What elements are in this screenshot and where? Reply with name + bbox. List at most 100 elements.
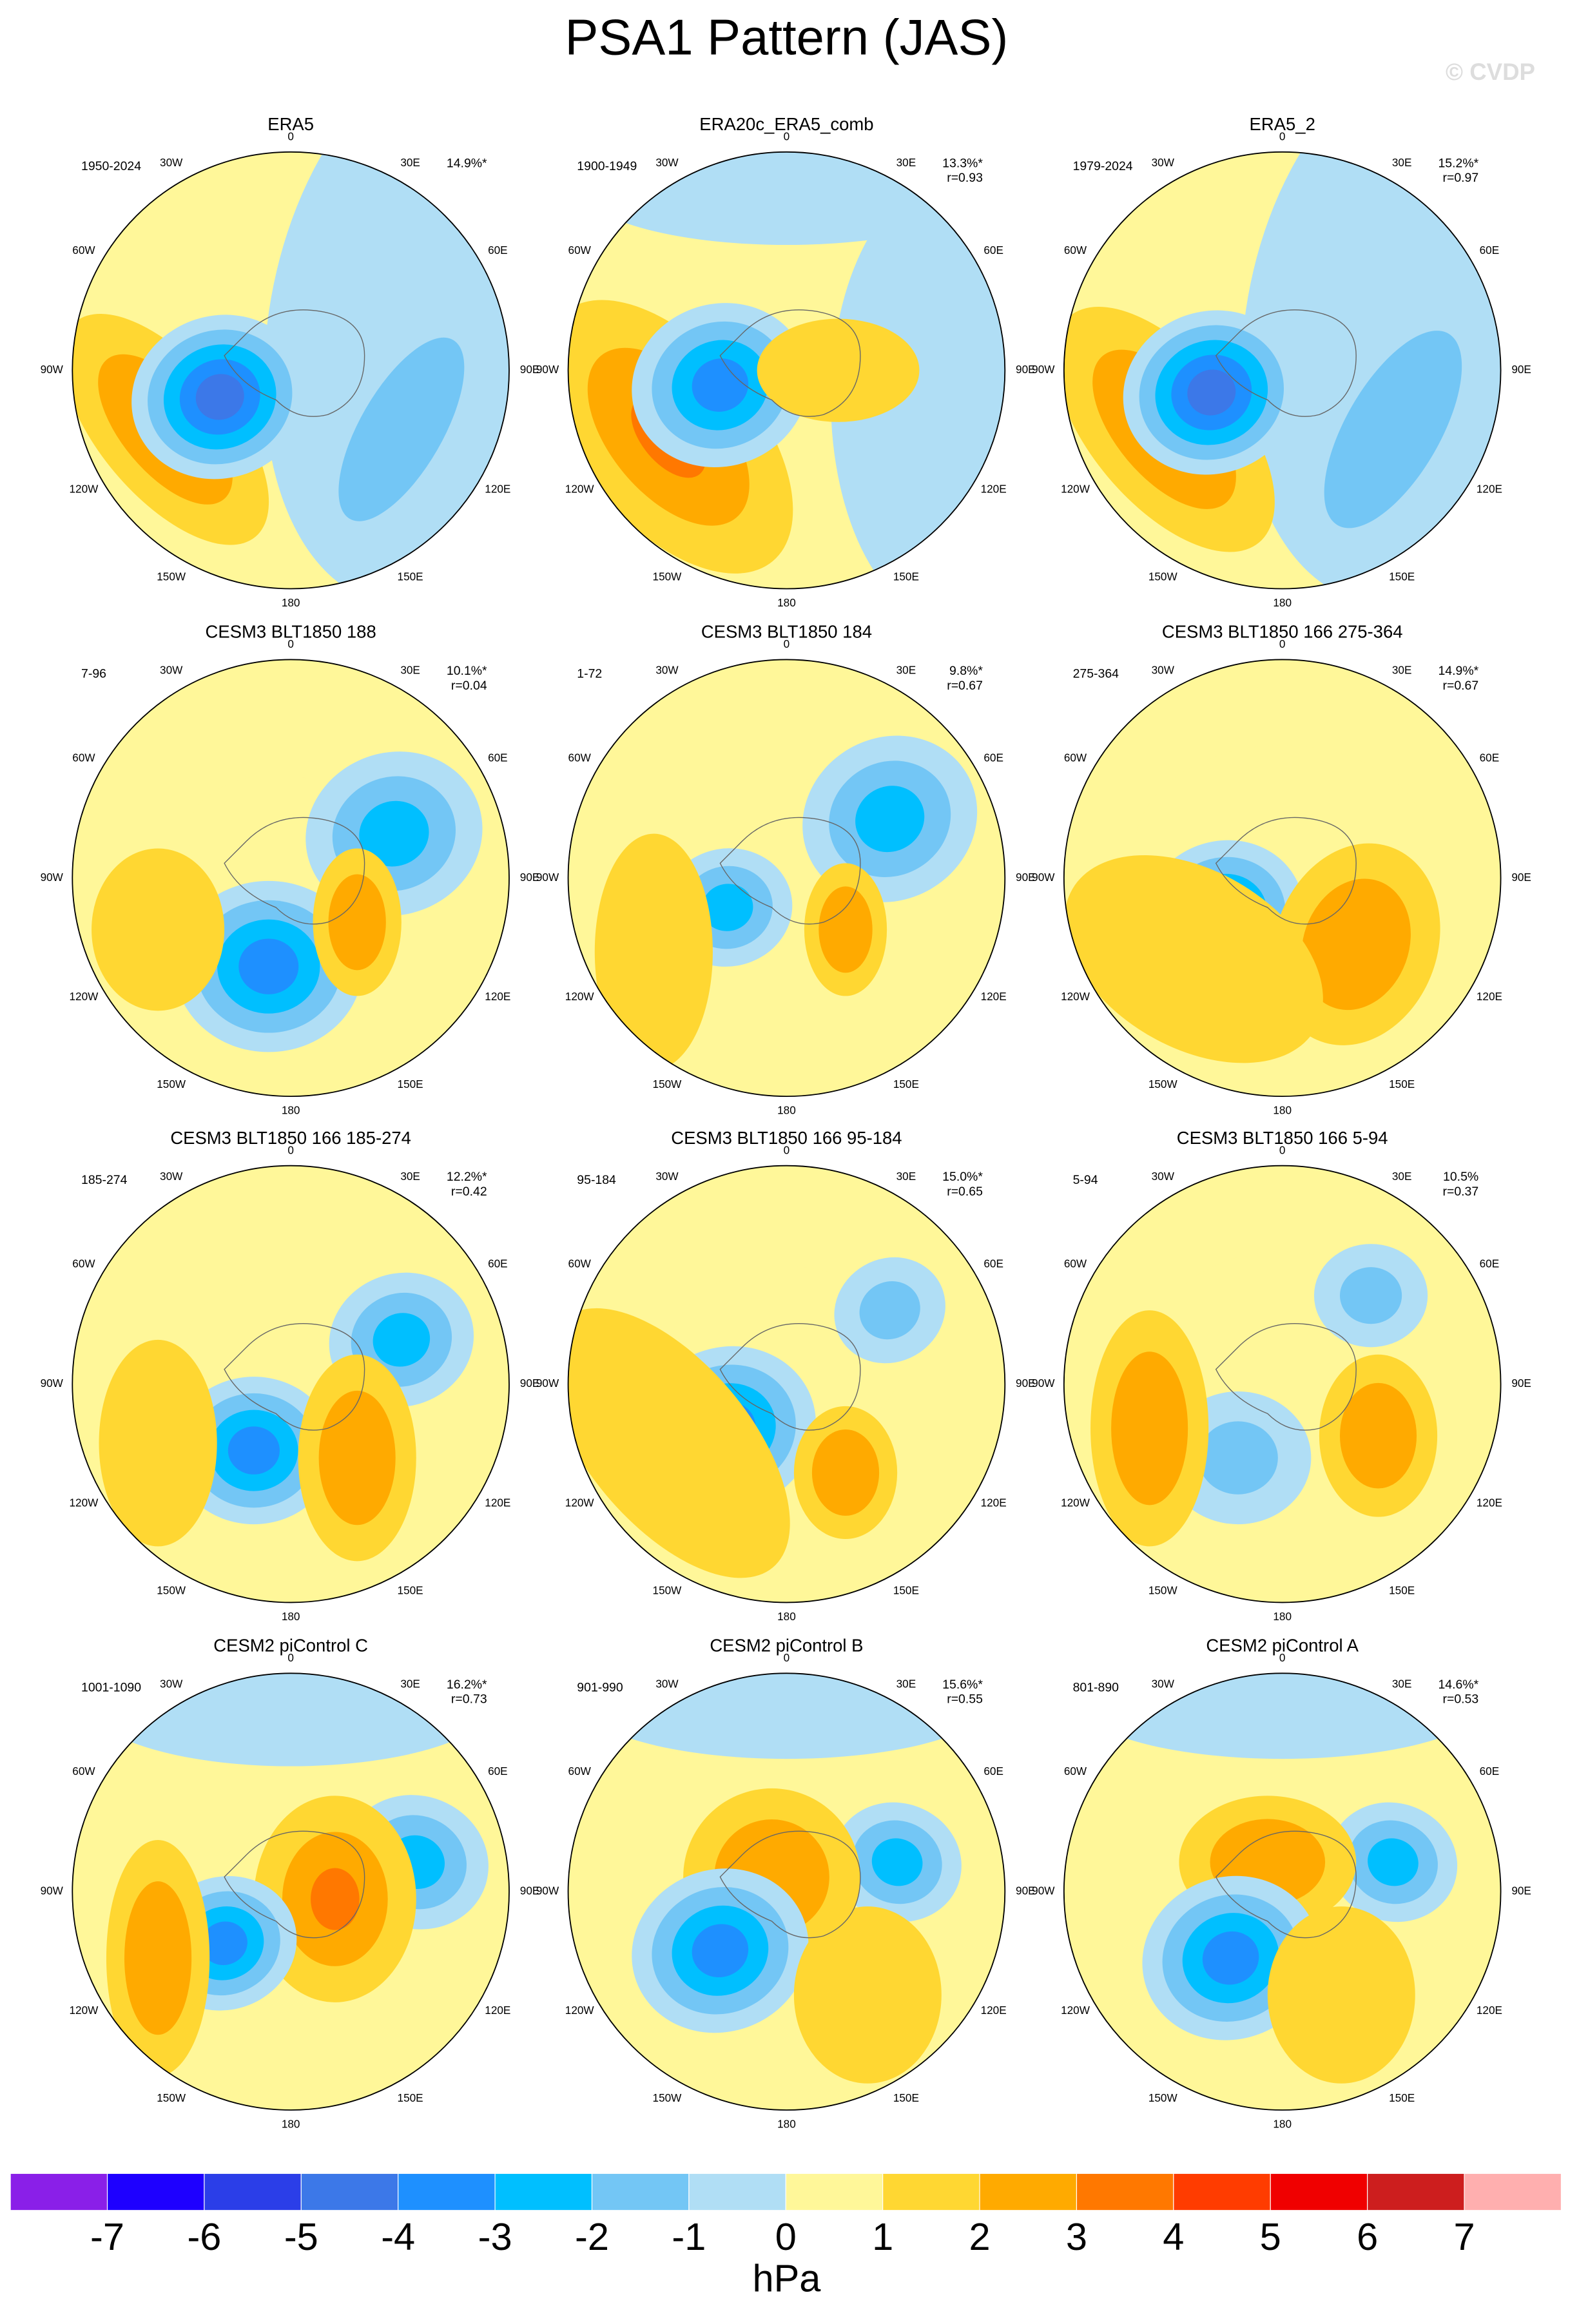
map-panel: CESM3 BLT1850 166 5-94 5-94 10.5%r=0.37 0 30…: [1032, 1128, 1531, 1623]
longitude-label: 30E: [400, 664, 420, 677]
map-field: [568, 1673, 1005, 2111]
contour-fill: [859, 1281, 920, 1340]
longitude-label: 120W: [1061, 2004, 1090, 2017]
period-label: 801-890: [1073, 1680, 1119, 1694]
longitude-label: 120E: [485, 1496, 510, 1509]
variance-label: 16.2%*: [447, 1678, 487, 1692]
longitude-label: 90E: [1016, 363, 1036, 376]
longitude-label: 150E: [398, 2091, 423, 2104]
panel-title: CESM2 piControl A: [1206, 1635, 1359, 1655]
colorbar-tick-label: 3: [1066, 2215, 1087, 2258]
longitude-label: 120W: [70, 483, 99, 496]
contour-fill: [1202, 1931, 1259, 1985]
contour-fill: [228, 1426, 280, 1475]
colorbar-box: [10, 2173, 108, 2211]
variance-label: 14.6%*: [1438, 1678, 1478, 1692]
longitude-label: 150W: [157, 1583, 186, 1596]
longitude-label: 150W: [1148, 1078, 1178, 1090]
contour-fill: [1198, 1421, 1278, 1495]
longitude-label: 30E: [400, 1170, 420, 1183]
panel-title: CESM3 BLT1850 166 185-274: [170, 1128, 411, 1148]
colorbar-tick-label: -7: [90, 2215, 124, 2258]
longitude-label: 60E: [488, 1765, 508, 1777]
longitude-label: 30W: [160, 664, 183, 677]
colorbar-box: [398, 2173, 496, 2211]
contour-fill: [692, 358, 749, 412]
longitude-label: 30E: [896, 156, 916, 169]
longitude-label: 90E: [1016, 1377, 1036, 1390]
contour-fill: [757, 318, 920, 422]
longitude-label: 60E: [1480, 1257, 1500, 1270]
longitude-label: 120W: [70, 1496, 99, 1509]
longitude-label: 150W: [1148, 570, 1178, 583]
longitude-label: 60E: [488, 1257, 508, 1270]
colorbar-box: [979, 2173, 1078, 2211]
longitude-label: 150E: [398, 1583, 423, 1596]
map-panel: ERA5_2 1979-2024 15.2%*r=0.97 0 30E 60E 90E 120…: [1032, 114, 1531, 609]
contour-fill: [579, 151, 993, 246]
longitude-label: 60E: [983, 1257, 1003, 1270]
colorbar-tick-label: -6: [187, 2215, 221, 2258]
antarctica-coast: [224, 1323, 365, 1431]
contour-fill: [1111, 1351, 1188, 1506]
longitude-label: 0: [784, 1143, 790, 1156]
correlation-label: r=0.73: [451, 1692, 487, 1707]
colorbar-tick-label: 7: [1453, 2215, 1475, 2258]
longitude-label: 60E: [983, 1765, 1003, 1777]
panel-title: CESM2 piControl C: [213, 1635, 368, 1655]
longitude-label: 30E: [896, 664, 916, 677]
colorbar-box: [204, 2173, 302, 2211]
panel-title: ERA20c_ERA5_comb: [699, 114, 873, 134]
colorbar-tick-label: 5: [1260, 2215, 1281, 2258]
period-label: 275-364: [1073, 666, 1119, 681]
longitude-label: 30E: [400, 156, 420, 169]
longitude-label: 120E: [981, 483, 1007, 496]
longitude-label: 180: [282, 2117, 300, 2130]
longitude-label: 180: [777, 2117, 796, 2130]
antarctica-coast: [1215, 817, 1357, 925]
variance-label: 14.9%*: [1438, 664, 1478, 678]
colorbar-box: [785, 2173, 884, 2211]
contour-fill: [124, 1881, 192, 2035]
longitude-label: 30W: [655, 1677, 679, 1690]
correlation-label: r=0.93: [947, 171, 983, 185]
contour-fill: [793, 1906, 942, 2084]
longitude-label: 30W: [160, 1677, 183, 1690]
longitude-label: 180: [777, 1610, 796, 1623]
longitude-label: 150E: [893, 1078, 919, 1090]
contour-fill: [871, 1838, 923, 1886]
colorbar-tick-label: -4: [381, 2215, 415, 2258]
longitude-label: 180: [282, 1104, 300, 1117]
contour-fill: [1064, 855, 1323, 1063]
antarctica-coast: [719, 1323, 861, 1431]
longitude-label: 30W: [1152, 1170, 1175, 1183]
watermark: © CVDP: [1446, 59, 1535, 85]
correlation-label: r=0.97: [1443, 171, 1479, 185]
contour-fill: [328, 874, 386, 971]
longitude-label: 60E: [983, 244, 1003, 257]
map-panel: ERA20c_ERA5_comb 1900-1949 13.3%*r=0.93 0 30…: [536, 114, 1036, 609]
longitude-label: 30E: [1392, 1677, 1412, 1690]
longitude-label: 90W: [41, 1377, 64, 1390]
variance-label: 15.6%*: [942, 1678, 983, 1692]
longitude-label: 120W: [565, 483, 595, 496]
map-panel: CESM2 piControl A 801-890 14.6%*r=0.53 0 30E…: [1032, 1635, 1531, 2130]
variance-label: 9.8%*: [949, 664, 983, 678]
colorbar-tick-label: -2: [575, 2215, 609, 2258]
longitude-label: 150E: [398, 570, 423, 583]
longitude-label: 180: [777, 596, 796, 609]
longitude-label: 90W: [1032, 871, 1055, 884]
colorbar-box: [688, 2173, 786, 2211]
variance-label: 15.2%*: [1438, 156, 1478, 170]
map-border: [72, 151, 510, 590]
longitude-label: 30W: [655, 664, 679, 677]
longitude-label: 90W: [536, 363, 559, 376]
longitude-label: 180: [1273, 1610, 1292, 1623]
period-label: 1979-2024: [1073, 159, 1133, 173]
longitude-label: 90E: [520, 363, 540, 376]
longitude-label: 150E: [893, 570, 919, 583]
contour-fill: [1339, 1382, 1417, 1489]
longitude-label: 0: [784, 637, 790, 650]
longitude-label: 180: [282, 596, 300, 609]
